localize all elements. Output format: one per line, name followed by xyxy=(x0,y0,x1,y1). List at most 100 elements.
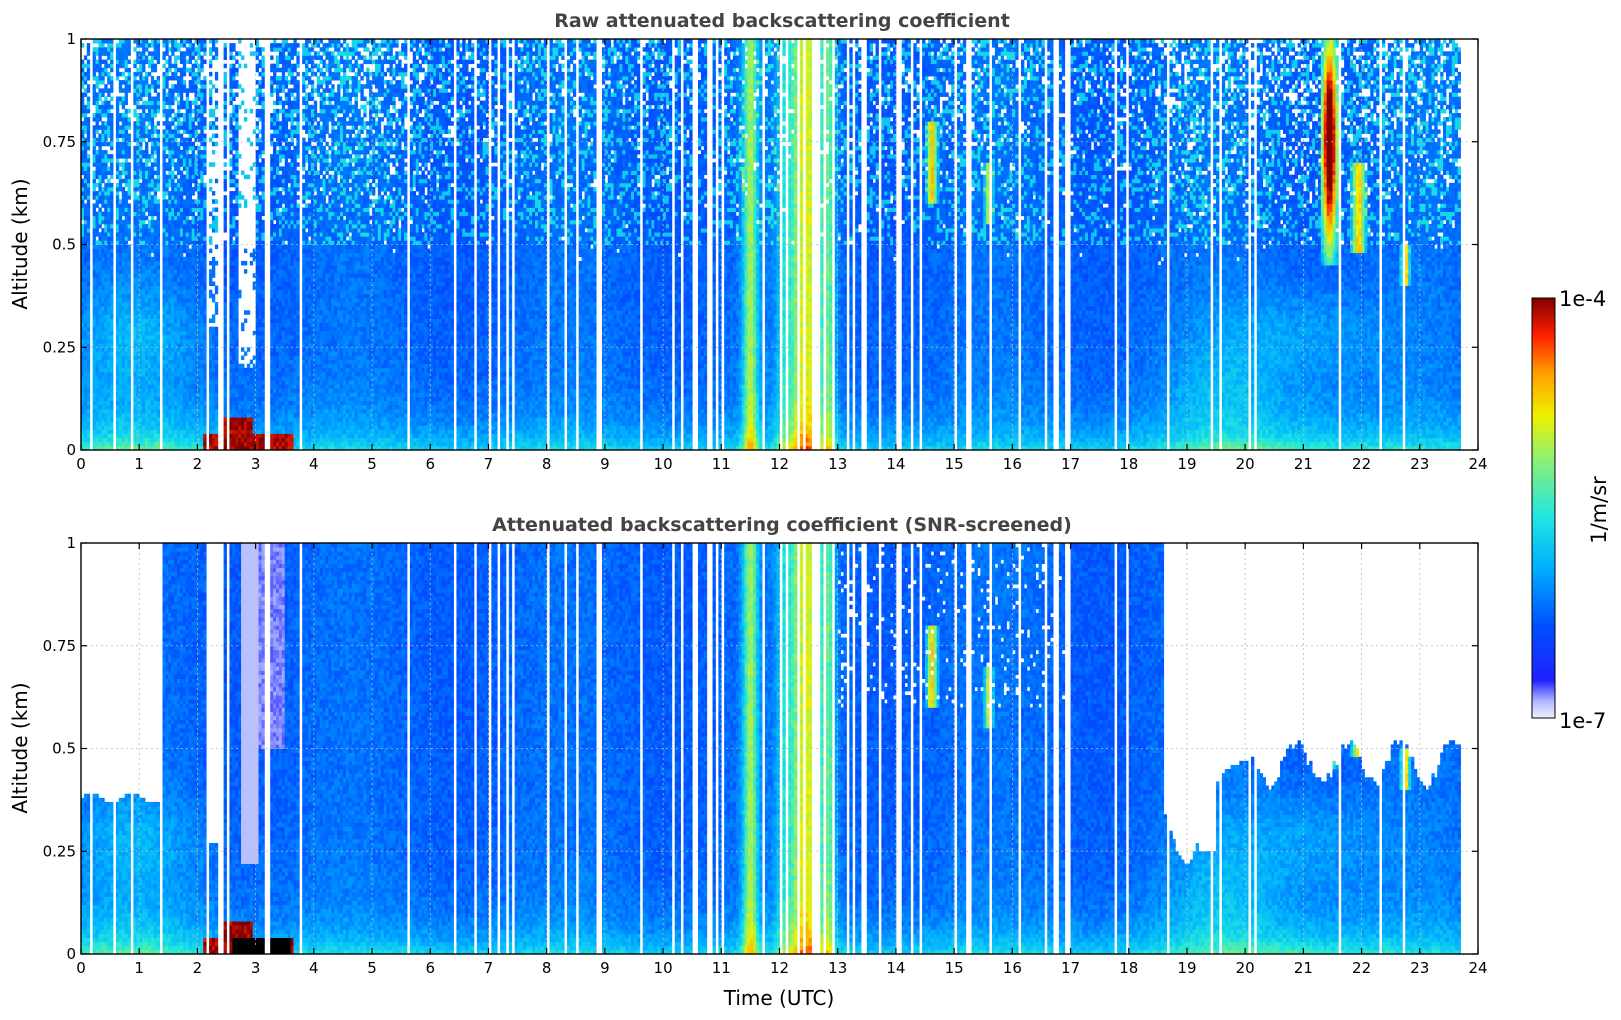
heatmap-cell xyxy=(87,376,90,381)
heatmap-cell xyxy=(110,302,113,307)
heatmap-cell xyxy=(107,277,110,282)
heatmap-cell xyxy=(84,179,87,184)
heatmap-cell xyxy=(104,364,107,369)
heatmap-cell xyxy=(87,154,90,159)
heatmap-cell xyxy=(104,442,107,447)
heatmap-cell xyxy=(87,134,90,139)
heatmap-cell xyxy=(93,327,96,332)
heatmap-cell xyxy=(98,298,101,303)
heatmap-cell xyxy=(84,92,87,97)
heatmap-cell xyxy=(110,310,113,315)
heatmap-cell xyxy=(87,261,90,266)
heatmap-cell xyxy=(96,421,99,426)
heatmap-cell xyxy=(84,109,87,114)
heatmap-cell xyxy=(87,166,90,171)
heatmap-cell xyxy=(87,68,90,73)
heatmap-cell xyxy=(87,236,90,241)
heatmap-cell xyxy=(104,372,107,377)
heatmap-cell xyxy=(87,302,90,307)
heatmap-cell xyxy=(84,364,87,369)
heatmap-cell xyxy=(96,253,99,258)
heatmap-cell xyxy=(84,88,87,93)
heatmap-cell xyxy=(84,187,87,192)
heatmap-cell xyxy=(98,117,101,122)
heatmap-cell xyxy=(98,51,101,56)
heatmap-cell xyxy=(98,401,101,406)
heatmap-cell xyxy=(110,376,113,381)
heatmap-cell xyxy=(107,360,110,365)
heatmap-cell xyxy=(87,269,90,274)
heatmap-cell xyxy=(96,76,99,81)
heatmap-cell xyxy=(87,405,90,410)
heatmap-cell xyxy=(107,442,110,447)
heatmap-cell xyxy=(107,199,110,204)
heatmap-cell xyxy=(104,294,107,299)
heatmap-cell xyxy=(93,380,96,385)
heatmap-cell xyxy=(96,327,99,332)
heatmap-cell xyxy=(98,109,101,114)
heatmap-cell xyxy=(101,397,104,402)
heatmap-cell xyxy=(84,351,87,356)
heatmap-cell xyxy=(98,335,101,340)
heatmap-cell xyxy=(93,72,96,77)
heatmap-cell xyxy=(98,265,101,270)
heatmap-cell xyxy=(104,236,107,241)
heatmap-cell xyxy=(104,434,107,439)
heatmap-cell xyxy=(93,347,96,352)
heatmap-cell xyxy=(104,220,107,225)
heatmap-cell xyxy=(87,351,90,356)
heatmap-cell xyxy=(101,166,104,171)
heatmap-cell xyxy=(98,269,101,274)
heatmap-cell xyxy=(101,101,104,106)
heatmap-cell xyxy=(93,257,96,262)
heatmap-cell xyxy=(101,125,104,130)
heatmap-cell xyxy=(87,355,90,360)
heatmap-cell xyxy=(104,199,107,204)
heatmap-cell xyxy=(96,203,99,208)
heatmap-cell xyxy=(101,335,104,340)
heatmap-cell xyxy=(110,405,113,410)
heatmap-cell xyxy=(101,302,104,307)
heatmap-cell xyxy=(107,397,110,402)
heatmap-cell xyxy=(98,294,101,299)
heatmap-cell xyxy=(87,47,90,52)
heatmap-cell xyxy=(107,101,110,106)
heatmap-cell xyxy=(98,355,101,360)
heatmap-cell xyxy=(93,249,96,254)
heatmap-cell xyxy=(98,47,101,52)
heatmap-cell xyxy=(110,314,113,319)
heatmap-cell xyxy=(96,101,99,106)
heatmap-cell xyxy=(87,380,90,385)
heatmap-cell xyxy=(101,372,104,377)
heatmap-cell xyxy=(104,409,107,414)
heatmap-cell xyxy=(87,327,90,332)
heatmap-cell xyxy=(96,397,99,402)
heatmap-cell xyxy=(107,421,110,426)
heatmap-cell xyxy=(104,438,107,443)
heatmap-cell xyxy=(96,318,99,323)
heatmap-cell xyxy=(84,310,87,315)
heatmap-cell xyxy=(87,228,90,233)
heatmap-cell xyxy=(107,129,110,134)
heatmap-cell xyxy=(98,388,101,393)
heatmap-cell xyxy=(84,64,87,69)
heatmap-cell xyxy=(98,55,101,60)
heatmap-cell xyxy=(98,310,101,315)
heatmap-cell xyxy=(87,232,90,237)
heatmap-cell xyxy=(87,203,90,208)
heatmap-cell xyxy=(101,249,104,254)
heatmap-cell xyxy=(107,55,110,60)
heatmap-cell xyxy=(107,401,110,406)
heatmap-cell xyxy=(104,405,107,410)
heatmap-cell xyxy=(93,245,96,250)
heatmap-cell xyxy=(101,43,104,48)
heatmap-cell xyxy=(84,245,87,250)
heatmap-cell xyxy=(98,187,101,192)
heatmap-cell xyxy=(101,401,104,406)
heatmap-cell xyxy=(87,51,90,56)
heatmap-cell xyxy=(96,409,99,414)
heatmap-cell xyxy=(110,368,113,373)
heatmap-cell xyxy=(107,253,110,258)
heatmap-cell xyxy=(84,294,87,299)
heatmap-cell xyxy=(101,245,104,250)
